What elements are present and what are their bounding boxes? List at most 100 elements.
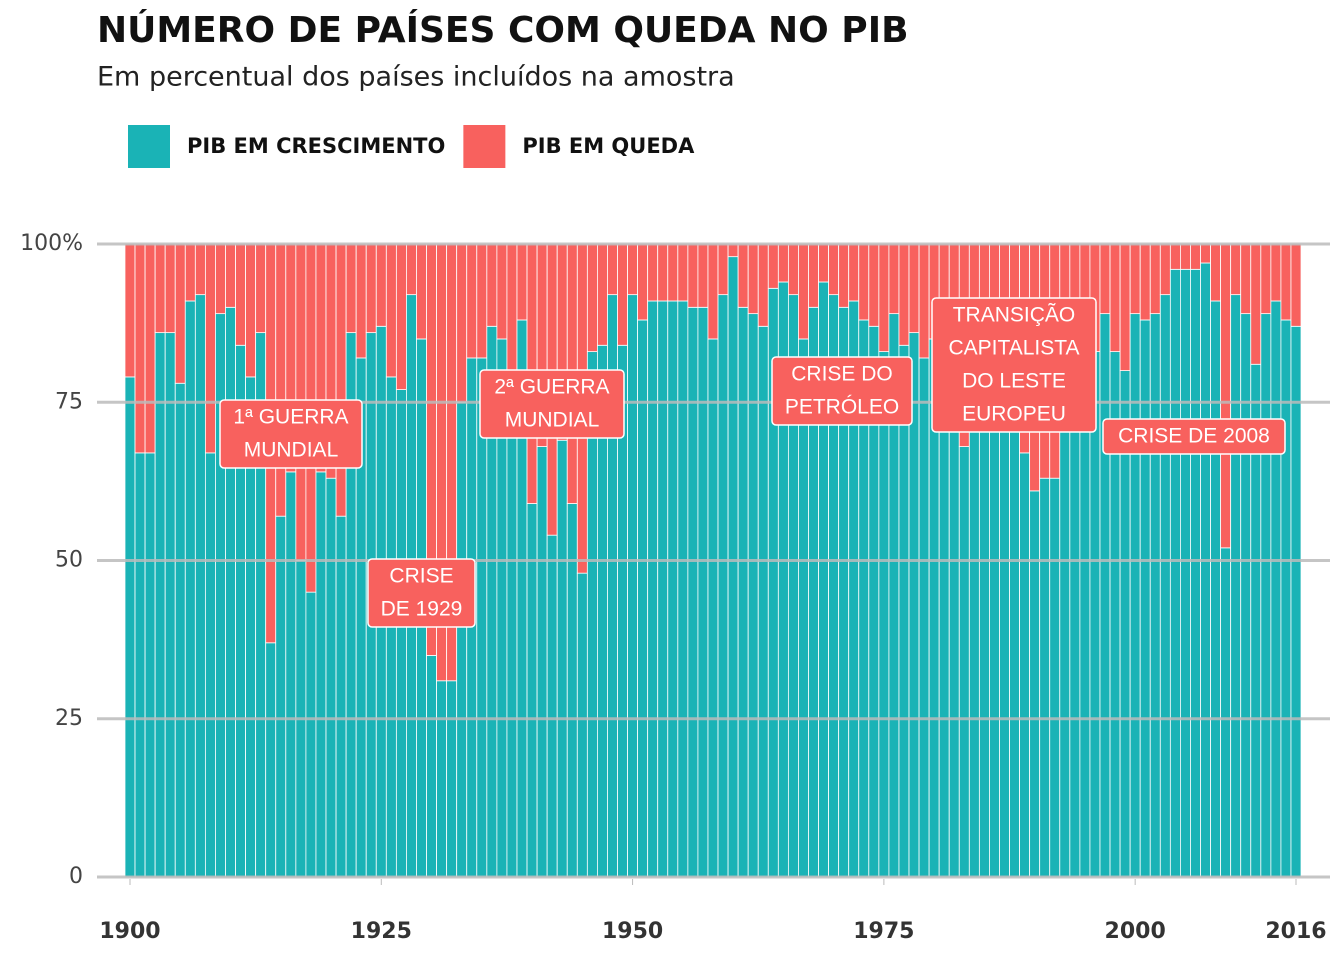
- bar-segment: [1230, 243, 1242, 296]
- bar-segment: [395, 389, 407, 878]
- bar-segment: [335, 515, 347, 878]
- bar-segment: [1019, 452, 1031, 878]
- bar-segment: [215, 313, 226, 878]
- bar-segment: [124, 376, 136, 878]
- bar-segment: [154, 243, 166, 334]
- bar-segment: [667, 300, 679, 878]
- bar-segment: [164, 243, 176, 334]
- bar-segment: [496, 243, 508, 340]
- bar-segment: [144, 452, 156, 878]
- bar-segment: [888, 243, 900, 315]
- bar-segment: [908, 243, 920, 334]
- y-tick-label: 0: [69, 864, 83, 889]
- bar-segment: [335, 243, 347, 517]
- bar-segment: [597, 243, 608, 346]
- bar-segment: [1009, 420, 1020, 878]
- bar-segment: [536, 446, 548, 878]
- bar-segment: [1149, 243, 1161, 315]
- bar-segment: [315, 471, 327, 878]
- bar-segment: [707, 243, 719, 340]
- bar-segment: [999, 395, 1010, 878]
- bar-segment: [546, 534, 558, 878]
- bar-segment: [235, 243, 246, 346]
- bar-segment: [677, 300, 689, 878]
- bar-segment: [1190, 243, 1201, 270]
- bar-segment: [667, 243, 679, 302]
- bar-segment: [345, 243, 357, 334]
- annotation-box: [771, 356, 913, 426]
- annotation-text: MUNDIAL: [244, 439, 339, 462]
- bar-segment: [225, 306, 236, 878]
- legend-swatch: [463, 125, 506, 168]
- annotation-text: TRANSIÇÃO: [953, 303, 1076, 327]
- bar-segment: [838, 243, 850, 308]
- bar-segment: [717, 243, 729, 296]
- bar-segment: [1260, 313, 1272, 878]
- bar-segment: [285, 471, 297, 878]
- bar-segment: [456, 243, 468, 403]
- bar-segment: [1240, 243, 1252, 315]
- bar-segment: [938, 370, 950, 878]
- bar-segment: [948, 401, 960, 878]
- annotation-text: MUNDIAL: [505, 409, 600, 432]
- bar-segment: [265, 642, 277, 878]
- bar-segment: [355, 243, 367, 359]
- bar-segment: [1039, 477, 1051, 878]
- bar-segment: [516, 243, 528, 321]
- bar-segment: [215, 243, 226, 315]
- chart-title: NÚMERO DE PAÍSES COM QUEDA NO PIB: [97, 9, 909, 51]
- bar-segment: [787, 243, 799, 296]
- bar-segment: [325, 477, 337, 878]
- bar-segment: [1139, 243, 1151, 321]
- legend-label: PIB EM QUEDA: [522, 134, 695, 158]
- bar-segment: [174, 382, 186, 878]
- bar-segment: [1159, 294, 1171, 878]
- bar-segment: [717, 294, 729, 878]
- bar-segment: [697, 306, 709, 878]
- bar-segment: [375, 243, 387, 327]
- bar-segment: [1260, 243, 1272, 315]
- bar-segment: [436, 680, 448, 878]
- bar-segment: [607, 243, 618, 296]
- bar-segment: [878, 243, 890, 353]
- bar-segment: [657, 243, 669, 302]
- bar-segment: [395, 243, 407, 390]
- bar-segment: [1069, 401, 1081, 878]
- bar-segment: [1200, 243, 1211, 264]
- bar-segment: [677, 243, 689, 302]
- bar-segment: [1230, 294, 1242, 878]
- bar-segment: [1169, 243, 1181, 270]
- bar-segment: [637, 243, 649, 321]
- bar-segment: [1180, 243, 1191, 270]
- bar-segment: [858, 243, 870, 321]
- bar-segment: [426, 655, 437, 878]
- bar-segment: [878, 351, 890, 878]
- bar-segment: [1220, 243, 1232, 549]
- x-tick-label: 1900: [99, 919, 160, 944]
- x-tick-label: 1950: [602, 919, 663, 944]
- bar-segment: [1129, 243, 1141, 315]
- bar-segment: [1290, 325, 1302, 878]
- bar-segment: [1079, 376, 1091, 878]
- y-tick-label: 100%: [20, 231, 83, 256]
- bar-segment: [737, 243, 749, 308]
- bar-segment: [727, 243, 739, 258]
- bar-segment: [275, 515, 287, 878]
- bar-segment: [757, 243, 769, 327]
- bar-segment: [1049, 477, 1061, 878]
- bar-segment: [194, 294, 206, 878]
- bar-segment: [1270, 243, 1282, 302]
- bar-segment: [707, 338, 719, 878]
- bar-segment: [506, 420, 518, 878]
- bar-segment: [576, 572, 588, 878]
- bar-segment: [154, 332, 166, 878]
- bar-segment: [918, 357, 930, 878]
- bar-segment: [1290, 243, 1302, 327]
- bar-segment: [647, 243, 659, 302]
- chart-subtitle: Em percentual dos países incluídos na am…: [97, 62, 735, 93]
- bar-segment: [958, 446, 970, 878]
- bar-segment: [446, 680, 458, 878]
- bar-segment: [406, 243, 417, 296]
- annotation-text: 1ª GUERRA: [233, 406, 348, 429]
- annotation-text: CRISE DO: [791, 363, 893, 386]
